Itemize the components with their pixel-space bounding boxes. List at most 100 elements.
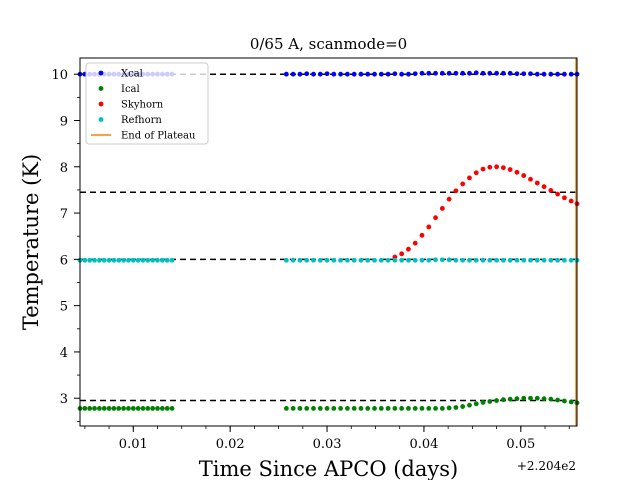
legend-label: Xcal <box>121 69 143 80</box>
data-point <box>534 180 540 186</box>
data-point <box>487 70 493 76</box>
data-point <box>568 71 574 77</box>
data-point <box>412 71 418 77</box>
legend-label: Ical <box>121 84 140 95</box>
data-point <box>487 399 493 404</box>
data-point <box>439 206 445 211</box>
data-point <box>82 257 88 263</box>
data-point <box>412 240 418 246</box>
data-point <box>521 71 527 77</box>
data-point <box>480 257 486 263</box>
data-point <box>521 395 527 401</box>
data-point <box>453 188 459 194</box>
data-point <box>378 406 384 411</box>
series-refhorn <box>77 257 580 263</box>
y-tick-label: 6 <box>60 253 68 268</box>
data-point <box>534 395 540 401</box>
series-ical <box>77 395 580 411</box>
data-point <box>528 257 533 263</box>
data-point <box>351 406 357 411</box>
data-point <box>304 71 310 77</box>
data-point <box>331 406 337 411</box>
data-point <box>480 399 486 405</box>
data-point <box>419 232 425 238</box>
x-offset-label: +2.204e2 <box>517 459 576 473</box>
legend-label: End of Plateau <box>121 131 196 142</box>
data-point <box>338 406 344 411</box>
data-point <box>534 71 540 77</box>
legend-marker <box>98 86 104 91</box>
data-point <box>92 406 97 411</box>
data-point <box>101 406 107 411</box>
y-axis: 3 4 5 6 7 8 9 10 <box>51 68 80 422</box>
data-point <box>126 406 131 411</box>
data-point <box>494 164 499 170</box>
data-point <box>507 257 513 263</box>
data-point <box>500 257 506 263</box>
legend-box <box>85 62 209 145</box>
data-point <box>521 257 527 263</box>
data-point <box>106 406 112 411</box>
data-point <box>344 71 350 77</box>
data-point <box>111 406 117 411</box>
data-point <box>426 406 432 411</box>
data-point <box>297 406 303 411</box>
data-point <box>433 215 438 221</box>
data-point <box>372 257 377 263</box>
data-point <box>460 404 466 409</box>
data-point <box>145 406 151 411</box>
data-point <box>331 257 337 263</box>
data-point <box>283 71 289 77</box>
y-tick-label: 8 <box>60 161 68 176</box>
data-point <box>338 71 344 77</box>
data-point <box>473 257 479 263</box>
data-point <box>304 406 310 411</box>
data-point <box>392 257 398 263</box>
y-tick-label: 9 <box>60 114 68 129</box>
data-point <box>155 406 160 411</box>
data-point <box>433 406 438 411</box>
data-point <box>426 70 432 76</box>
data-point <box>358 406 364 411</box>
data-point <box>283 257 289 263</box>
data-point <box>126 257 131 263</box>
data-point <box>500 70 506 76</box>
data-point <box>406 257 411 263</box>
data-point <box>541 396 547 402</box>
data-point <box>494 257 499 263</box>
data-point <box>453 257 459 263</box>
y-tick-label: 5 <box>60 300 68 315</box>
data-point <box>453 70 459 76</box>
data-point <box>562 195 567 201</box>
plot-frame <box>79 57 578 427</box>
data-point <box>568 399 574 405</box>
data-point <box>467 257 472 263</box>
data-point <box>324 406 330 411</box>
data-point <box>140 257 146 263</box>
data-point <box>358 71 364 77</box>
data-point <box>130 406 136 411</box>
data-point <box>297 257 303 263</box>
data-point <box>116 406 122 411</box>
data-point <box>324 257 330 263</box>
data-point <box>426 224 432 230</box>
data-point <box>365 406 371 411</box>
data-point <box>514 257 520 263</box>
data-point <box>338 257 344 263</box>
data-point <box>399 257 405 263</box>
data-point <box>555 257 561 263</box>
data-point <box>562 71 567 77</box>
data-point <box>150 257 156 263</box>
data-point <box>548 257 554 263</box>
data-point <box>514 169 520 175</box>
data-point <box>145 257 151 263</box>
data-point <box>358 257 364 263</box>
y-tick-label: 10 <box>51 68 68 83</box>
data-point <box>460 70 466 76</box>
data-point <box>317 406 323 411</box>
data-point <box>460 257 466 263</box>
data-point <box>419 70 425 76</box>
data-point <box>311 406 316 411</box>
legend-marker <box>98 70 104 76</box>
data-point <box>290 257 296 263</box>
